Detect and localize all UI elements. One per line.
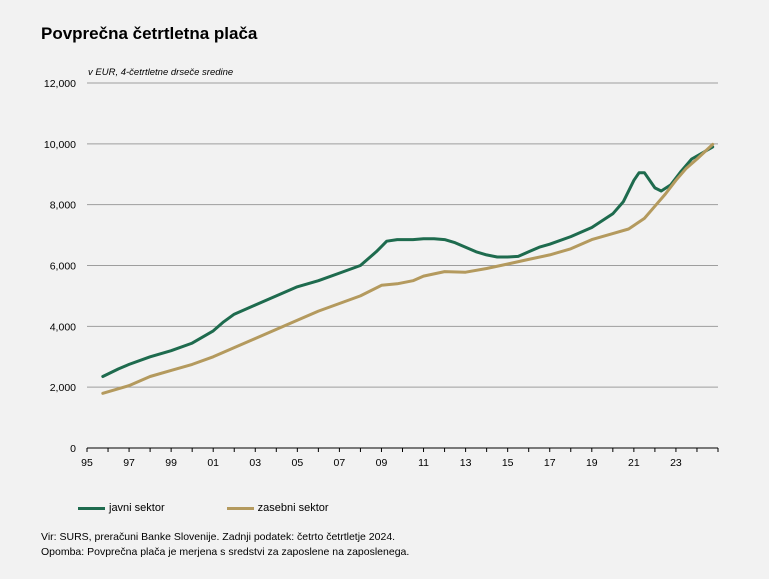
series-line-zasebni [101, 142, 715, 395]
x-tick-label: 97 [123, 457, 135, 469]
y-tick-label: 8,000 [50, 200, 76, 212]
line-chart: 0 2,000 4,000 6,000 8,000 10,000 12,000 95 97 99 0… [44, 78, 719, 469]
x-tick-label: 03 [249, 457, 261, 469]
legend-swatch-zasebni [226, 506, 254, 510]
x-tick-label: 11 [418, 457, 429, 469]
y-tick-label: 4,000 [50, 321, 76, 333]
legend-label-javni: javni sektor [109, 502, 165, 514]
y-tick-label: 0 [70, 443, 76, 455]
x-tick-label: 17 [544, 457, 556, 469]
x-tick-label: 07 [334, 457, 346, 469]
y-tick-label: 12,000 [44, 78, 76, 90]
legend-item-zasebni: zasebni sektor [226, 502, 329, 514]
x-tick-label: 21 [628, 457, 640, 469]
unit-note: v EUR, 4-četrtletne drseče sredine [88, 67, 234, 78]
x-tick-label: 15 [502, 457, 514, 469]
x-tick-label: 19 [586, 457, 598, 469]
x-tick-label: 09 [376, 457, 388, 469]
method-note: Opomba: Povprečna plača je merjena s sre… [41, 546, 410, 558]
series-line-javni [101, 145, 715, 378]
legend: javni sektor zasebni sektor [78, 502, 391, 514]
y-tick-label: 10,000 [44, 139, 76, 151]
footer: Vir: SURS, preračuni Banke Slovenije. Za… [41, 530, 409, 560]
legend-swatch-javni [78, 506, 105, 510]
x-tick-label: 23 [670, 457, 682, 469]
x-tick-label: 95 [81, 457, 93, 469]
x-tick-label: 01 [207, 457, 219, 469]
x-tick-label: 13 [460, 457, 472, 469]
source-note: Vir: SURS, preračuni Banke Slovenije. Za… [41, 531, 396, 543]
legend-label-zasebni: zasebni sektor [257, 502, 329, 514]
legend-item-javni: javni sektor [78, 502, 165, 514]
y-tick-label: 6,000 [50, 261, 76, 273]
x-tick-label: 99 [165, 457, 177, 469]
x-tick-label: 05 [291, 457, 303, 469]
chart-title: Povprečna četrtletna plača [41, 24, 258, 43]
y-tick-label: 2,000 [50, 382, 76, 394]
